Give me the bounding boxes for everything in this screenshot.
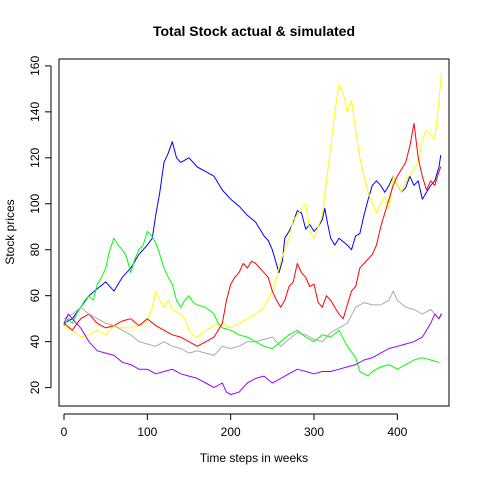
- series-line-3: [63, 230, 440, 377]
- x-tick-label: 100: [137, 425, 157, 439]
- series-line-1: [63, 141, 442, 324]
- y-tick-label: 100: [28, 193, 42, 213]
- y-tick-label: 160: [28, 56, 42, 76]
- x-axis-label: Time steps in weeks: [200, 451, 308, 465]
- y-tick-label: 140: [28, 102, 42, 122]
- y-tick-label: 40: [28, 335, 42, 349]
- series-line-2: [63, 72, 442, 338]
- series-group: [63, 72, 442, 395]
- y-axis-label: Stock prices: [3, 199, 17, 264]
- x-tick-label: 400: [387, 425, 407, 439]
- y-tick-label: 120: [28, 147, 42, 167]
- series-line-4: [63, 122, 442, 347]
- y-tick-label: 20: [28, 381, 42, 395]
- x-axis: 0 100 200 300 400: [61, 413, 408, 439]
- series-line-5: [63, 290, 442, 356]
- x-tick-label: 0: [61, 425, 68, 439]
- series-line-6: [63, 313, 442, 395]
- x-tick-label: 300: [304, 425, 324, 439]
- x-tick-label: 200: [221, 425, 241, 439]
- y-tick-label: 60: [28, 289, 42, 303]
- plot-area-frame: [58, 58, 450, 407]
- y-axis: 20 40 60 80 100 120 140 160: [28, 56, 52, 395]
- chart-title: Total Stock actual & simulated: [153, 23, 355, 39]
- y-tick-label: 80: [28, 243, 42, 257]
